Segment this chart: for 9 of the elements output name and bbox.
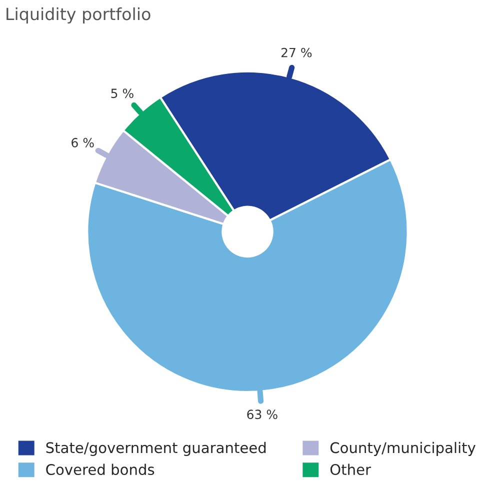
data-label: 5 % — [111, 88, 134, 98]
data-label: 63 % — [247, 410, 278, 420]
data-label: 6 % — [72, 138, 94, 148]
legend-label: Other — [330, 464, 372, 476]
chart-title: Liquidity portfolio — [6, 7, 150, 24]
legend-label: County/municipality — [330, 442, 476, 456]
legend-label: Covered bonds — [46, 464, 154, 476]
legend-label: State/government guaranteed — [46, 442, 266, 456]
data-label: 27 % — [281, 48, 312, 58]
